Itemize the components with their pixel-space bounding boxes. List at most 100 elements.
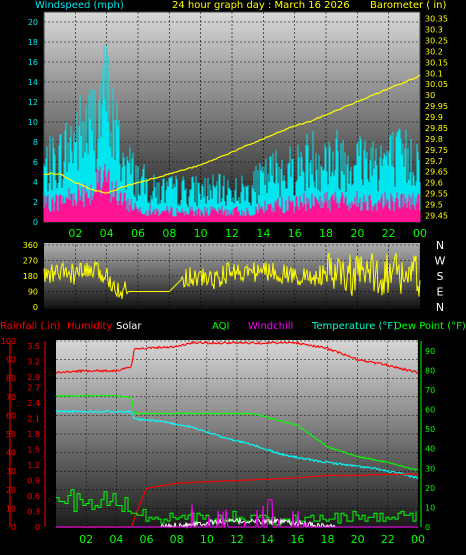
baro-tick-label: 29.95: [425, 102, 448, 111]
humidity-tick-label: 40: [6, 449, 16, 458]
temp-tick-label: 90: [425, 347, 435, 356]
baro-tick-label: 29.6: [425, 179, 443, 188]
rain-tick-label: 2.7: [27, 384, 40, 393]
aqi-series: [56, 489, 417, 526]
dewpoint-label: Dew Point (°F): [394, 321, 466, 332]
compass-label: N: [436, 301, 444, 314]
weather-time-tick-label: 12: [230, 533, 244, 546]
baro-tick-label: 29.9: [425, 113, 443, 122]
rain-tick-label: 3.5: [27, 342, 40, 351]
wind-tick-label: 6: [33, 158, 38, 167]
weather-time-tick-label: 08: [170, 533, 184, 546]
direction-tick-label: 0: [33, 303, 38, 312]
weather-time-tick-label: 22: [381, 533, 395, 546]
baro-tick-label: 30.1: [425, 69, 443, 78]
humidity-tick-label: 90: [6, 356, 16, 365]
humidity-tick-label: 30: [6, 467, 16, 476]
windspeed-axis-label: Windspeed (mph): [35, 0, 124, 11]
temp-tick-label: 10: [425, 503, 435, 512]
baro-tick-label: 30: [425, 91, 435, 100]
weather-time-tick-label: 00: [411, 533, 425, 546]
baro-tick-label: 29.45: [425, 211, 448, 220]
weather-time-tick-label: 14: [260, 533, 274, 546]
weather-time-tick-label: 20: [351, 533, 365, 546]
baro-tick-label: 29.75: [425, 146, 448, 155]
time-tick-label: 22: [382, 227, 396, 240]
rain-tick-label: 0.3: [27, 508, 40, 517]
wind-tick-label: 16: [28, 58, 38, 67]
wind-tick-label: 14: [28, 78, 38, 87]
direction-tick-label: 270: [23, 257, 38, 266]
rain-tick-label: 0.9: [27, 477, 40, 486]
wind-tick-label: 0: [33, 218, 38, 227]
temperature-label: Temperature (°F): [312, 321, 398, 332]
baro-tick-label: 30.25: [425, 36, 448, 45]
time-tick-label: 18: [319, 227, 333, 240]
wind-tick-label: 18: [28, 38, 38, 47]
temp-tick-label: 40: [425, 445, 435, 454]
temp-tick-label: 0: [425, 523, 430, 532]
wind-tick-label: 20: [28, 18, 38, 27]
time-tick-label: 12: [225, 227, 239, 240]
humidity-tick-label: 10: [6, 504, 16, 513]
humidity-tick-label: 50: [6, 430, 16, 439]
time-tick-label: 00: [413, 227, 427, 240]
rain-tick-label: 0: [35, 523, 40, 532]
rain-tick-label: 0.6: [27, 492, 40, 501]
rain-tick-label: 2.9: [27, 373, 40, 382]
humidity-series: [55, 340, 419, 374]
time-tick-label: 02: [68, 227, 82, 240]
direction-tick-label: 360: [23, 241, 38, 250]
temperature-series: [55, 409, 419, 480]
time-tick-label: 10: [194, 227, 208, 240]
temp-tick-label: 30: [425, 464, 435, 473]
weather-time-tick-label: 10: [200, 533, 214, 546]
aqi-label: AQI: [212, 321, 230, 332]
dewpoint-series: [55, 394, 419, 471]
windchill-series: [56, 499, 418, 529]
barometer-axis-label: Barometer ( in): [370, 0, 447, 11]
baro-tick-label: 30.2: [425, 47, 443, 56]
compass-label: W: [435, 255, 446, 268]
rain-tick-label: 1.5: [27, 446, 40, 455]
wind-tick-label: 2: [33, 198, 38, 207]
baro-tick-label: 29.5: [425, 201, 443, 210]
baro-tick-label: 29.65: [425, 168, 448, 177]
direction-tick-label: 180: [23, 272, 38, 281]
rain-tick-label: 3.2: [27, 358, 40, 367]
baro-tick-label: 29.7: [425, 157, 443, 166]
weather-time-tick-label: 06: [140, 533, 154, 546]
wind-direction-series: [43, 252, 421, 300]
humidity-label: Humidity: [67, 321, 113, 332]
temp-tick-label: 20: [425, 484, 435, 493]
time-tick-label: 04: [100, 227, 114, 240]
humidity-tick-label: 0: [11, 523, 16, 532]
chart-title: 24 hour graph day : March 16 2026: [172, 0, 350, 11]
humidity-tick-label: 100: [1, 337, 16, 346]
rain-tick-label: 2.4: [27, 399, 40, 408]
temp-tick-label: 80: [425, 366, 435, 375]
compass-label: S: [437, 270, 444, 283]
humidity-tick-label: 20: [6, 486, 16, 495]
wind-average-series: [43, 164, 421, 222]
baro-tick-label: 29.85: [425, 124, 448, 133]
humidity-tick-label: 80: [6, 374, 16, 383]
wind-tick-label: 12: [28, 98, 38, 107]
weather-time-tick-label: 18: [321, 533, 335, 546]
wind-tick-label: 10: [28, 118, 38, 127]
compass-label: N: [436, 239, 444, 252]
baro-tick-label: 30.3: [425, 26, 443, 35]
rain-tick-label: 1.2: [27, 461, 40, 470]
weather-time-tick-label: 16: [290, 533, 304, 546]
time-tick-label: 16: [288, 227, 302, 240]
baro-tick-label: 29.8: [425, 135, 443, 144]
barometer-series: [43, 74, 421, 194]
direction-tick-label: 90: [28, 288, 38, 297]
wind-tick-label: 8: [33, 138, 38, 147]
temp-tick-label: 50: [425, 425, 435, 434]
weather-time-tick-label: 02: [79, 533, 93, 546]
baro-tick-label: 30.35: [425, 15, 448, 24]
rain-tick-label: 1.8: [27, 430, 40, 439]
baro-tick-label: 30.15: [425, 58, 448, 67]
